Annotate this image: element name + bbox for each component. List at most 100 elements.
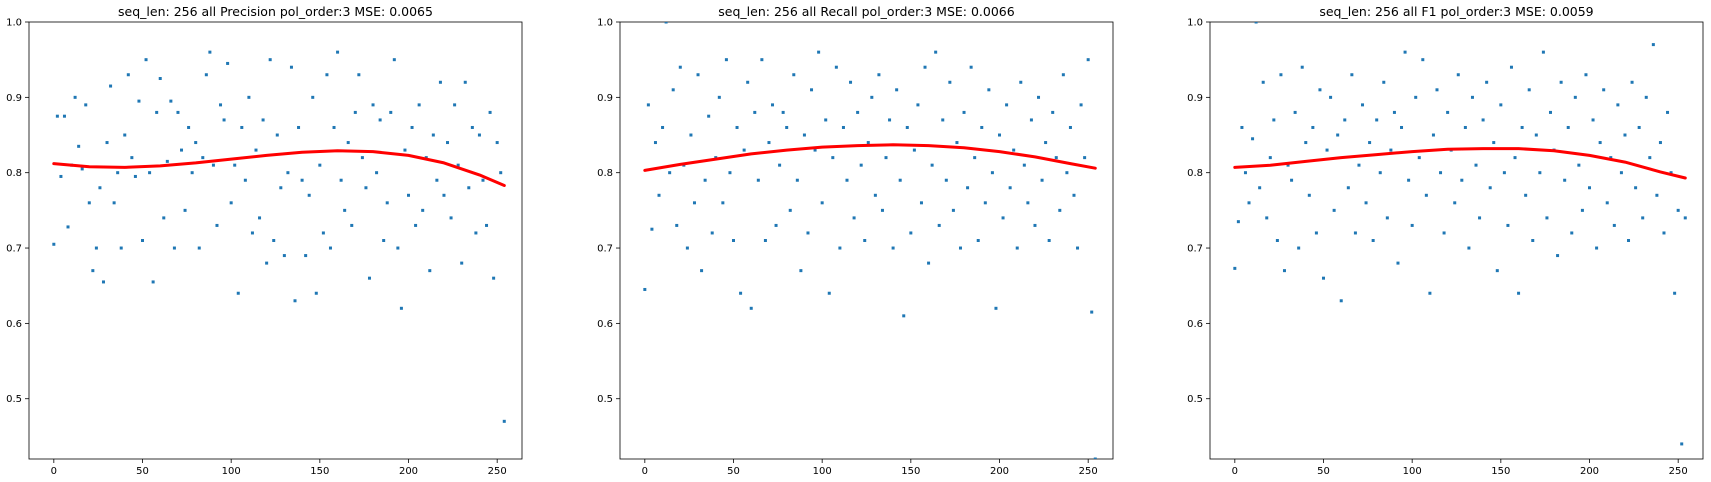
data-point bbox=[1297, 246, 1301, 250]
x-tick-label: 0 bbox=[1232, 466, 1238, 477]
data-point bbox=[1506, 223, 1510, 227]
data-point bbox=[1474, 163, 1478, 167]
data-point bbox=[62, 114, 66, 118]
data-point bbox=[749, 306, 753, 310]
data-point bbox=[724, 58, 728, 62]
data-point bbox=[1616, 103, 1620, 107]
data-point bbox=[923, 65, 927, 69]
data-point bbox=[763, 239, 767, 242]
data-point bbox=[502, 419, 506, 423]
data-point bbox=[1307, 193, 1311, 197]
data-point bbox=[325, 73, 329, 77]
data-point bbox=[739, 291, 743, 295]
data-point bbox=[162, 216, 166, 220]
x-tick-label: 100 bbox=[1403, 466, 1422, 477]
data-point bbox=[756, 178, 760, 182]
x-tick-label: 50 bbox=[1317, 466, 1330, 477]
data-point bbox=[240, 125, 244, 129]
data-point bbox=[998, 133, 1002, 137]
data-point bbox=[94, 246, 98, 250]
data-point bbox=[1385, 216, 1389, 220]
x-tick-label: 200 bbox=[1580, 466, 1599, 477]
data-point bbox=[657, 193, 661, 197]
data-point bbox=[1233, 266, 1237, 270]
data-point bbox=[760, 58, 764, 62]
y-tick-label: 0.9 bbox=[597, 93, 613, 104]
data-point bbox=[1680, 442, 1684, 446]
data-point bbox=[109, 84, 113, 88]
data-point bbox=[937, 223, 941, 227]
data-point bbox=[382, 239, 386, 242]
data-point bbox=[336, 50, 340, 54]
data-point bbox=[1033, 223, 1037, 227]
data-point bbox=[689, 133, 693, 137]
data-point bbox=[1428, 291, 1432, 295]
x-tick-label: 100 bbox=[222, 466, 241, 477]
data-point bbox=[1655, 193, 1659, 197]
data-point bbox=[492, 276, 496, 280]
x-tick-label: 200 bbox=[990, 466, 1009, 477]
data-point bbox=[710, 231, 714, 235]
data-point bbox=[1463, 125, 1467, 129]
data-point bbox=[144, 58, 148, 62]
chart-panel-3: seq_len: 256 all F1 pol_order:3 MSE: 0.0… bbox=[1187, 4, 1704, 477]
data-point bbox=[87, 201, 91, 205]
axes-frame bbox=[619, 21, 1114, 460]
data-point bbox=[1520, 125, 1524, 129]
data-point bbox=[1456, 73, 1460, 77]
data-point bbox=[392, 58, 396, 62]
data-point bbox=[438, 80, 442, 84]
data-point bbox=[1517, 291, 1521, 295]
data-point bbox=[1644, 95, 1648, 99]
data-point bbox=[873, 193, 877, 197]
data-point bbox=[898, 178, 902, 182]
data-point bbox=[1499, 103, 1503, 107]
data-point bbox=[1044, 141, 1048, 145]
data-point bbox=[941, 118, 945, 122]
data-point bbox=[646, 103, 650, 107]
data-point bbox=[1357, 163, 1361, 167]
data-point bbox=[194, 141, 198, 145]
data-point bbox=[955, 141, 959, 145]
data-point bbox=[1019, 80, 1023, 84]
data-point bbox=[101, 280, 105, 284]
data-point bbox=[229, 201, 233, 205]
data-point bbox=[1534, 133, 1538, 137]
data-point bbox=[130, 156, 134, 160]
data-point bbox=[767, 141, 771, 145]
data-point bbox=[1368, 141, 1372, 145]
data-point bbox=[350, 223, 354, 227]
data-point bbox=[1570, 231, 1574, 235]
data-point bbox=[746, 80, 750, 84]
data-point bbox=[880, 208, 884, 212]
data-point bbox=[353, 110, 357, 114]
data-point bbox=[1068, 125, 1072, 129]
y-tick-label: 1.0 bbox=[6, 18, 22, 29]
data-point bbox=[1346, 186, 1350, 190]
data-point bbox=[1538, 171, 1542, 175]
data-point bbox=[905, 125, 909, 129]
data-point bbox=[1573, 95, 1577, 99]
data-point bbox=[1086, 58, 1090, 62]
data-point bbox=[399, 306, 403, 310]
y-tick-label: 0.9 bbox=[1187, 93, 1203, 104]
data-point bbox=[105, 141, 109, 145]
data-point bbox=[1378, 171, 1382, 175]
x-tick-label: 250 bbox=[488, 466, 507, 477]
data-point bbox=[916, 103, 920, 107]
data-point bbox=[866, 141, 870, 145]
data-point bbox=[664, 22, 668, 24]
plot-area bbox=[52, 50, 506, 423]
data-point bbox=[414, 223, 418, 227]
data-point bbox=[112, 201, 116, 205]
data-point bbox=[293, 299, 297, 303]
y-tick-label: 0.8 bbox=[6, 168, 22, 179]
data-point bbox=[1648, 156, 1652, 160]
data-point bbox=[1676, 208, 1680, 212]
data-point bbox=[169, 99, 173, 103]
data-point bbox=[692, 201, 696, 205]
data-point bbox=[1559, 80, 1563, 84]
data-point bbox=[1325, 148, 1329, 152]
data-point bbox=[895, 88, 899, 92]
fit-curve bbox=[52, 149, 506, 187]
